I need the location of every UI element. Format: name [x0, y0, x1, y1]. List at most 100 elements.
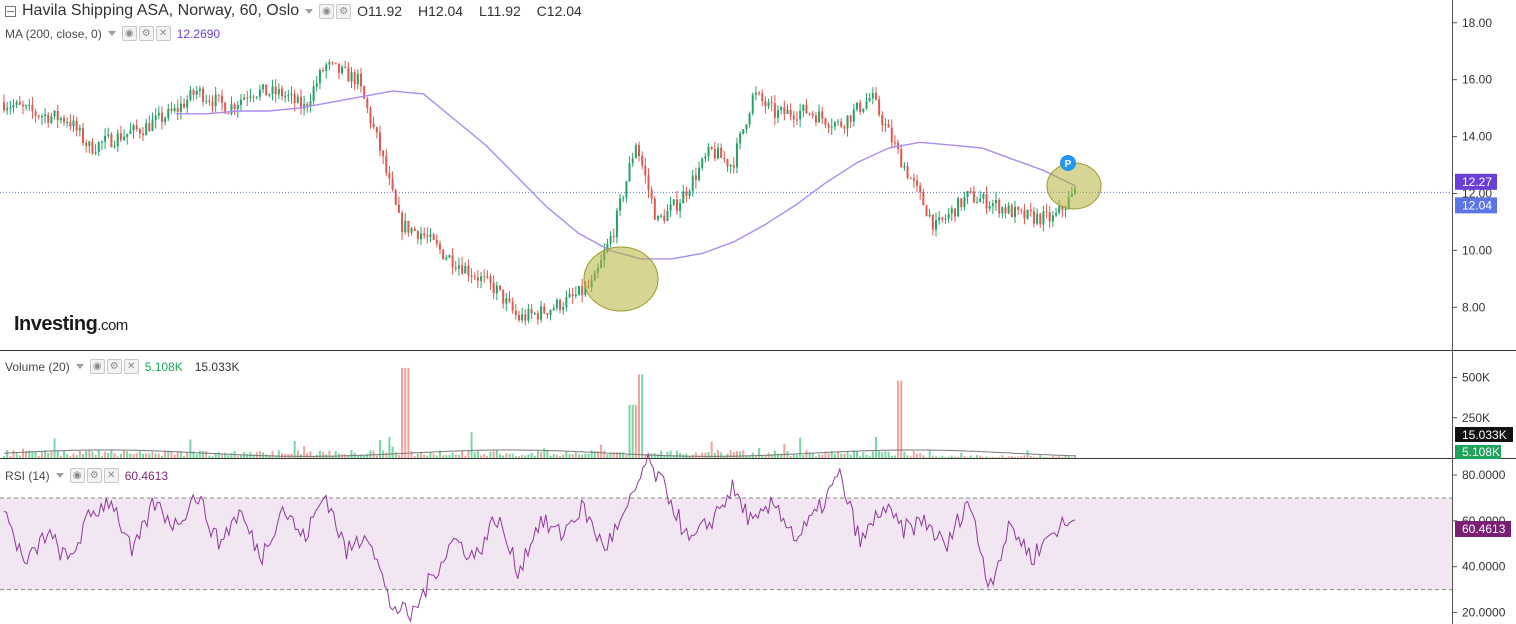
- candle-body: [559, 299, 562, 310]
- candle-body: [154, 115, 157, 121]
- volume-bar: [577, 454, 580, 458]
- gear-icon[interactable]: ⚙: [138, 26, 154, 41]
- candle-body: [521, 314, 524, 321]
- volume-bar: [3, 456, 5, 458]
- chevron-down-icon[interactable]: [305, 8, 314, 14]
- eye-icon[interactable]: ◉: [69, 468, 85, 483]
- volume-bar: [603, 450, 606, 458]
- candle-body: [786, 109, 789, 114]
- volume-bar: [416, 453, 419, 458]
- investing-logo: Investing.com: [14, 313, 128, 335]
- volume-bar: [34, 451, 37, 458]
- candle-body: [56, 110, 59, 121]
- price-tick-label: 10.00: [1462, 243, 1492, 257]
- volume-bar: [688, 455, 691, 458]
- candle-body: [1036, 213, 1039, 224]
- candle-body: [429, 234, 432, 237]
- volume-bar: [540, 451, 543, 458]
- close-value: C12.04: [536, 3, 582, 19]
- chevron-down-icon[interactable]: [75, 364, 84, 369]
- volume-bar: [783, 443, 786, 458]
- volume-bar: [805, 450, 808, 458]
- volume-bar: [176, 451, 179, 458]
- candle-body: [653, 198, 656, 220]
- close-icon[interactable]: ✕: [155, 26, 171, 41]
- candle-body: [179, 103, 182, 112]
- volume-bar: [590, 450, 593, 458]
- volume-bar: [897, 380, 900, 458]
- gear-icon[interactable]: ⚙: [106, 359, 122, 374]
- volume-bar: [268, 455, 271, 458]
- candle-body: [881, 114, 884, 126]
- candle-body: [893, 142, 896, 144]
- close-icon[interactable]: ✕: [103, 468, 119, 483]
- candle-body: [160, 112, 163, 123]
- volume-bar: [644, 453, 647, 458]
- open-value: O11.92: [357, 3, 403, 19]
- candle-body: [9, 107, 12, 109]
- volume-bar: [941, 455, 944, 458]
- volume-bar: [862, 452, 865, 458]
- rsi-value-label-bg: [1455, 521, 1511, 537]
- candle-body: [925, 205, 928, 217]
- volume-bar: [802, 454, 805, 458]
- candle-body: [132, 125, 135, 131]
- candle-body: [947, 213, 950, 219]
- volume-bar: [88, 450, 91, 458]
- gear-icon[interactable]: ⚙: [86, 468, 102, 483]
- volume-bar: [571, 454, 574, 458]
- candle-body: [514, 310, 517, 316]
- candle-body: [337, 63, 340, 74]
- candle-body: [265, 84, 268, 96]
- chart-title: Havila Shipping ASA, Norway, 60, Oslo: [22, 2, 300, 19]
- volume-bar: [669, 450, 672, 458]
- candle-body: [189, 90, 192, 100]
- volume-bar: [754, 455, 757, 458]
- volume-bar: [214, 452, 217, 458]
- volume-bar: [925, 457, 928, 458]
- chevron-down-icon[interactable]: [107, 31, 116, 36]
- volume-bar: [833, 453, 836, 458]
- candle-body: [663, 215, 666, 222]
- close-icon[interactable]: ✕: [123, 359, 139, 374]
- candle-body: [217, 94, 220, 96]
- volume-bar: [328, 450, 331, 458]
- eye-icon[interactable]: ◉: [89, 359, 105, 374]
- volume-bar: [227, 455, 230, 458]
- candle-body: [540, 306, 543, 320]
- candle-body: [754, 92, 757, 95]
- collapse-icon[interactable]: [5, 5, 16, 17]
- candle-body: [202, 88, 205, 102]
- rsi-line: [3, 453, 1076, 623]
- candle-body: [480, 276, 483, 281]
- candle-body: [720, 147, 723, 158]
- candle-body: [6, 108, 9, 111]
- gear-icon[interactable]: ⚙: [336, 3, 352, 19]
- volume-bar: [78, 451, 81, 458]
- volume-bar: [375, 455, 378, 458]
- volume-bar: [650, 453, 653, 458]
- candle-body: [799, 110, 802, 120]
- volume-bar: [953, 456, 956, 458]
- candle-body: [318, 70, 321, 84]
- volume-bar: [900, 380, 903, 458]
- candle-body: [767, 102, 770, 107]
- candle-body: [236, 105, 239, 110]
- volume-bar: [303, 446, 306, 458]
- candle-body: [773, 103, 776, 118]
- candle-body: [780, 107, 783, 111]
- candle-body: [227, 113, 230, 115]
- candle-body: [214, 94, 217, 107]
- volume-bar: [587, 454, 590, 458]
- volume-bar: [723, 456, 726, 458]
- chevron-down-icon[interactable]: [55, 473, 64, 478]
- candle-body: [388, 172, 391, 179]
- volume-bar: [173, 454, 176, 458]
- eye-icon[interactable]: ◉: [319, 3, 335, 19]
- candle-body: [347, 67, 350, 82]
- eye-icon[interactable]: ◉: [121, 26, 137, 41]
- volume-bar: [521, 454, 524, 458]
- volume-bar: [1020, 456, 1023, 458]
- volume-bar: [397, 454, 400, 458]
